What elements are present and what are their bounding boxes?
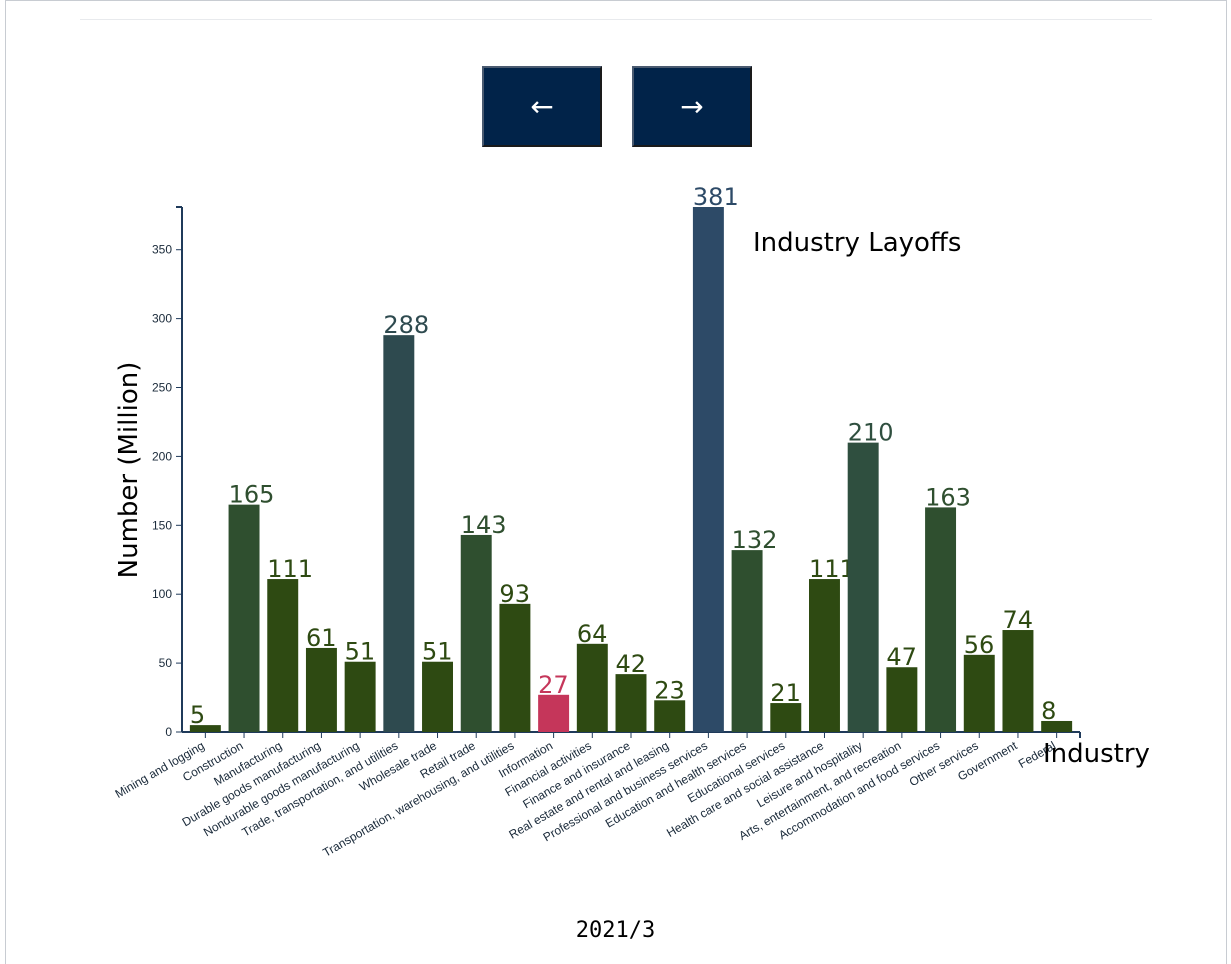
y-tick-label: 50 [159,656,173,670]
bar-6 [383,335,415,732]
data-label: 132 [732,526,778,554]
bar-15 [731,550,763,732]
bar-7 [422,661,453,732]
data-label: 143 [461,511,507,539]
data-label: 64 [577,620,608,648]
bar-21 [963,654,995,732]
data-label: 163 [925,483,971,511]
y-tick-label: 0 [165,725,172,739]
data-label: 21 [770,679,801,707]
data-label: 47 [886,643,917,671]
bar-4 [305,647,337,732]
bar-14 [692,207,724,732]
bar-13 [654,700,686,732]
bar-20 [925,507,957,732]
bar-16 [770,703,802,732]
bar-2 [228,504,260,732]
data-label: 23 [654,676,685,704]
data-label: 210 [848,419,894,447]
data-label: 51 [422,638,453,666]
bar-17 [809,579,840,732]
data-label: 8 [1041,697,1056,725]
data-label: 27 [538,671,569,699]
data-label: 288 [383,311,429,339]
bar-9 [499,603,531,732]
data-label: 111 [267,555,313,583]
bar-18 [847,442,879,732]
y-tick-label: 150 [152,518,172,532]
bar-8 [460,534,492,732]
previous-button[interactable]: ← [482,66,602,147]
bar-1 [189,725,221,732]
bar-12 [615,674,647,732]
page-frame [5,0,1227,964]
divider [80,19,1152,20]
data-label: 165 [229,481,275,509]
y-axis-label: Number (Million) [114,362,144,579]
data-label: 51 [345,638,376,666]
data-label: 381 [693,183,739,211]
data-label: 93 [499,580,530,608]
data-label: 61 [306,624,337,652]
data-label: 42 [616,650,647,678]
data-label: 111 [809,555,855,583]
bar-22 [1002,630,1034,732]
x-axis-label: Industry [1043,739,1150,769]
date-label: 2021/3 [575,918,656,943]
y-tick-label: 250 [152,381,172,395]
next-button[interactable]: → [632,66,752,147]
bar-23 [1041,720,1073,732]
y-tick-label: 100 [152,587,172,601]
y-tick-label: 200 [152,449,172,463]
chart-title: Industry Layoffs [753,228,961,258]
data-label: 5 [190,701,205,729]
y-tick-label: 300 [152,312,172,326]
bar-3 [267,579,299,732]
data-label: 56 [964,631,995,659]
bar-10 [538,694,570,732]
bar-5 [344,661,376,732]
bar-11 [576,643,608,732]
bar-19 [886,667,918,732]
y-tick-label: 350 [152,243,172,257]
data-label: 74 [1002,606,1033,634]
